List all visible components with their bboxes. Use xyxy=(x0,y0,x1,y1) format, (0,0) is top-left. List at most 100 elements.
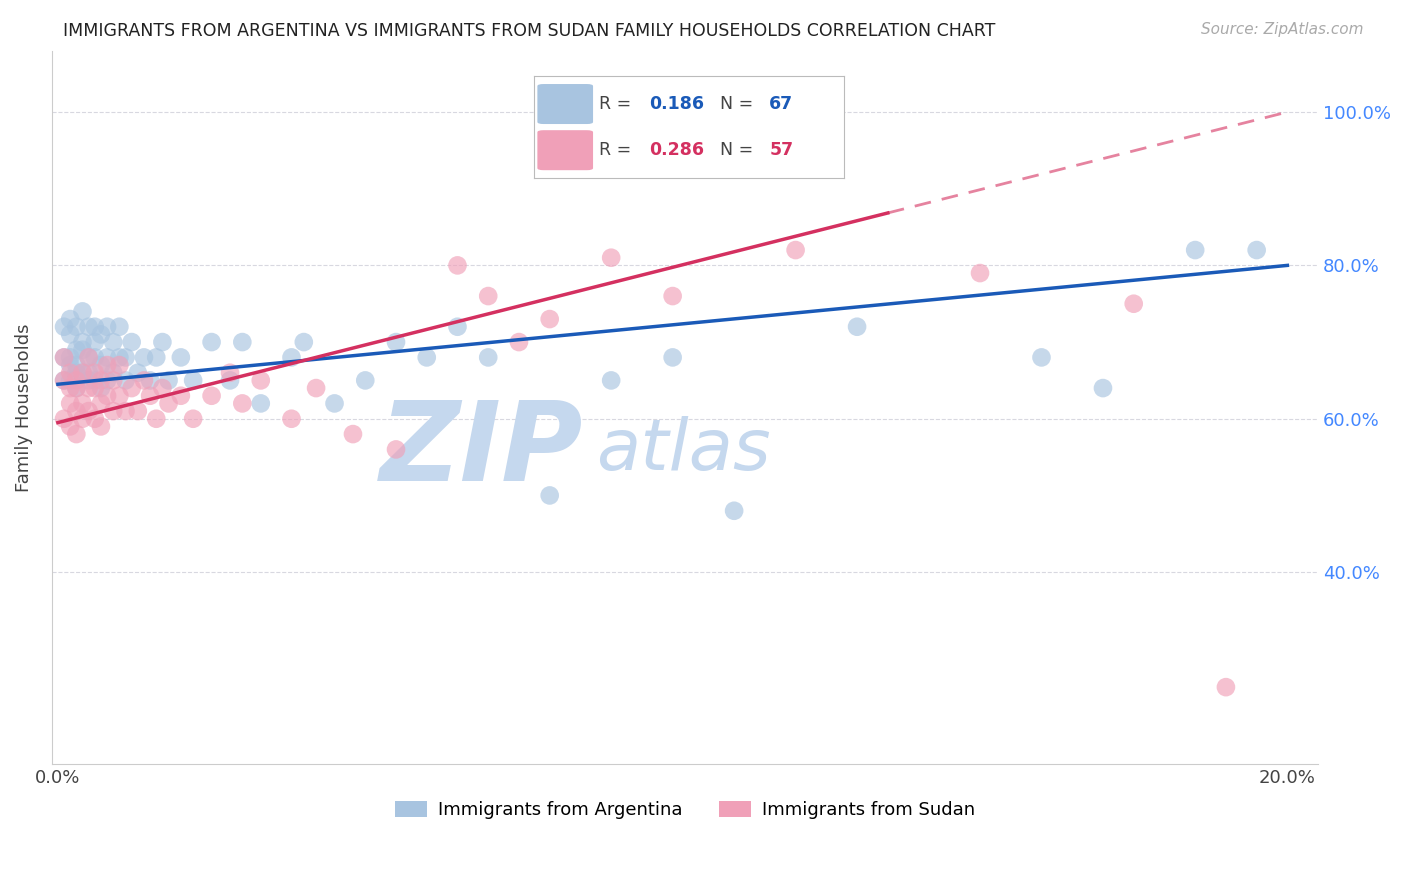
Point xyxy=(200,334,222,349)
Point xyxy=(90,327,112,342)
Point xyxy=(600,373,623,387)
Point xyxy=(59,366,82,380)
Point xyxy=(77,373,100,387)
Point xyxy=(1122,297,1144,311)
Point xyxy=(90,381,112,395)
Point xyxy=(139,373,162,387)
Point xyxy=(108,319,131,334)
Point xyxy=(219,373,242,387)
Point xyxy=(323,396,346,410)
Point xyxy=(83,411,105,425)
Point xyxy=(96,358,118,372)
Point xyxy=(139,389,162,403)
Point xyxy=(53,373,76,387)
Point xyxy=(72,366,94,380)
Point xyxy=(59,351,82,365)
Point xyxy=(59,419,82,434)
Point xyxy=(1031,351,1053,365)
Text: N =: N = xyxy=(720,95,759,113)
Text: ZIP: ZIP xyxy=(380,397,583,504)
Point xyxy=(65,319,87,334)
Point xyxy=(508,334,530,349)
Point xyxy=(661,289,683,303)
Point xyxy=(59,381,82,395)
Point xyxy=(83,373,105,387)
Point xyxy=(231,334,253,349)
Point xyxy=(538,488,561,502)
Point xyxy=(121,381,143,395)
Point xyxy=(77,381,100,395)
Text: 0.286: 0.286 xyxy=(648,141,704,159)
Point xyxy=(59,396,82,410)
Point xyxy=(65,404,87,418)
Point xyxy=(83,381,105,395)
Point xyxy=(219,366,242,380)
Point xyxy=(385,442,408,457)
Point xyxy=(846,319,869,334)
Legend: Immigrants from Argentina, Immigrants from Sudan: Immigrants from Argentina, Immigrants fr… xyxy=(388,793,983,826)
Text: R =: R = xyxy=(599,141,637,159)
Text: R =: R = xyxy=(599,95,637,113)
Point xyxy=(477,351,499,365)
FancyBboxPatch shape xyxy=(537,130,593,170)
Point xyxy=(83,366,105,380)
Point xyxy=(181,373,204,387)
Point xyxy=(103,404,125,418)
Point xyxy=(114,404,136,418)
Point xyxy=(53,351,76,365)
Point xyxy=(785,243,807,257)
Y-axis label: Family Households: Family Households xyxy=(15,323,32,491)
Point xyxy=(96,319,118,334)
Point xyxy=(157,396,180,410)
Point xyxy=(83,334,105,349)
Point xyxy=(77,319,100,334)
Text: N =: N = xyxy=(720,141,759,159)
Point xyxy=(83,351,105,365)
Point xyxy=(249,373,271,387)
Point xyxy=(72,411,94,425)
Point xyxy=(446,319,468,334)
Point xyxy=(385,334,408,349)
Point xyxy=(108,358,131,372)
Point xyxy=(416,351,439,365)
Point xyxy=(1215,680,1237,694)
Point xyxy=(90,396,112,410)
FancyBboxPatch shape xyxy=(537,84,593,124)
Point xyxy=(114,351,136,365)
Point xyxy=(90,358,112,372)
Point xyxy=(1246,243,1268,257)
Point xyxy=(65,381,87,395)
Point xyxy=(59,327,82,342)
Point xyxy=(354,373,377,387)
Point xyxy=(292,334,315,349)
Point xyxy=(249,396,271,410)
Point xyxy=(127,404,149,418)
Point xyxy=(72,396,94,410)
Point xyxy=(114,373,136,387)
Point xyxy=(65,343,87,357)
Text: 67: 67 xyxy=(769,95,793,113)
Point xyxy=(59,312,82,326)
Point xyxy=(72,366,94,380)
Point xyxy=(53,351,76,365)
Text: IMMIGRANTS FROM ARGENTINA VS IMMIGRANTS FROM SUDAN FAMILY HOUSEHOLDS CORRELATION: IMMIGRANTS FROM ARGENTINA VS IMMIGRANTS … xyxy=(63,22,995,40)
Point xyxy=(77,404,100,418)
Point xyxy=(65,427,87,442)
Point xyxy=(65,366,87,380)
Point xyxy=(600,251,623,265)
Point xyxy=(127,366,149,380)
Point xyxy=(145,411,167,425)
Point xyxy=(342,427,364,442)
Point xyxy=(170,351,193,365)
Point xyxy=(53,373,76,387)
Point xyxy=(96,373,118,387)
Point xyxy=(1184,243,1206,257)
Point xyxy=(200,389,222,403)
Point xyxy=(661,351,683,365)
Point xyxy=(72,304,94,318)
Point xyxy=(723,504,745,518)
Text: 0.186: 0.186 xyxy=(648,95,704,113)
Point xyxy=(181,411,204,425)
Point xyxy=(132,373,155,387)
Point xyxy=(65,358,87,372)
